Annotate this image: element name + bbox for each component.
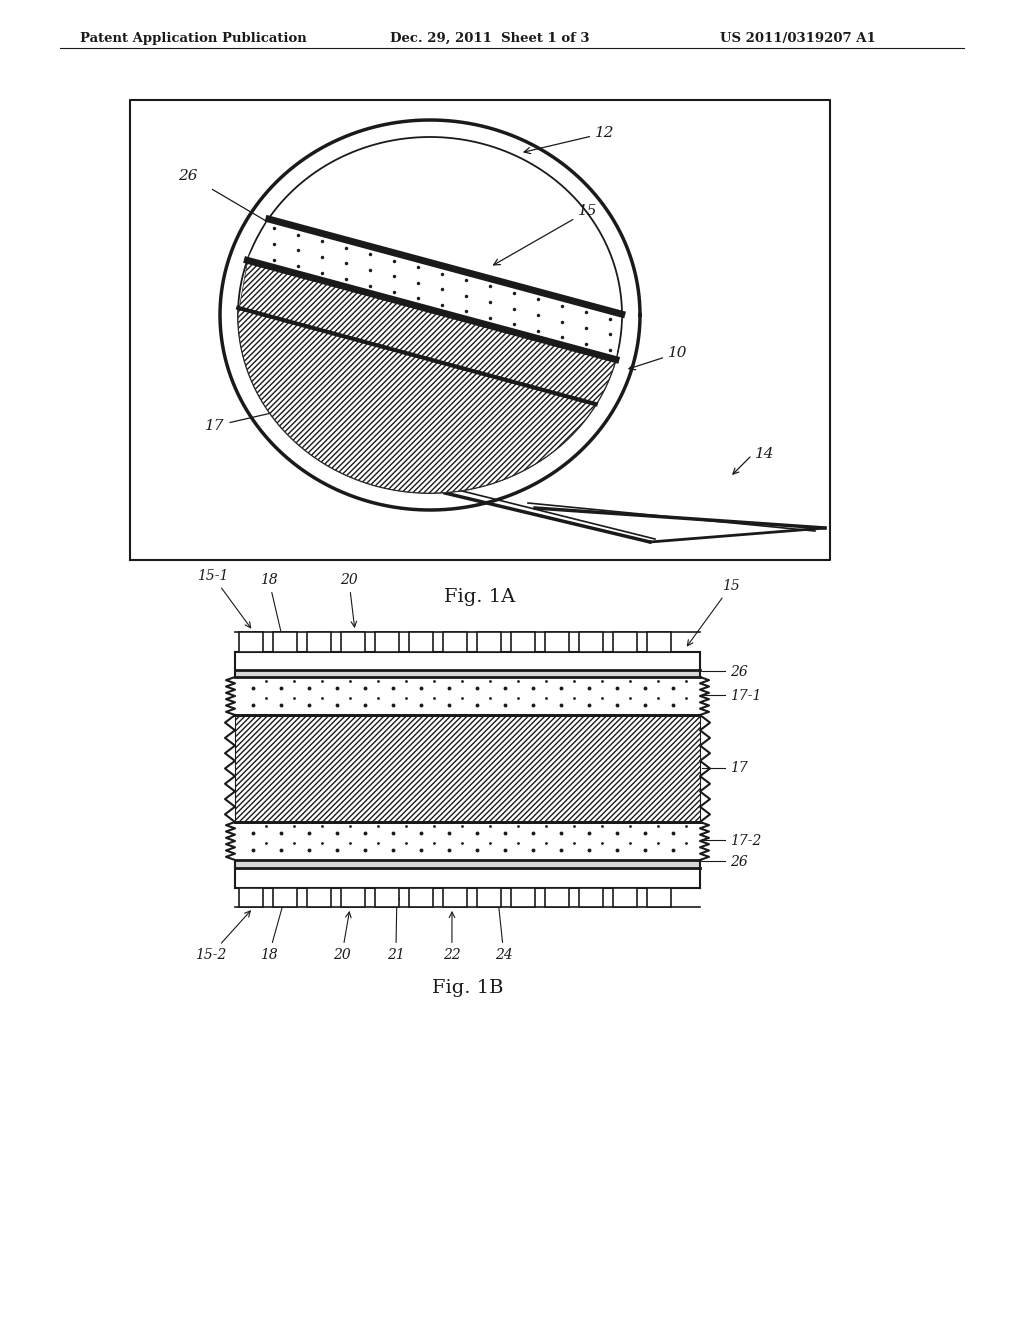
Text: 20: 20: [340, 573, 357, 627]
Polygon shape: [443, 632, 467, 652]
Polygon shape: [234, 677, 700, 715]
Polygon shape: [234, 822, 700, 861]
Text: 15-1: 15-1: [197, 569, 251, 628]
Polygon shape: [375, 632, 399, 652]
Text: 10: 10: [629, 346, 687, 370]
Text: 14: 14: [755, 447, 774, 461]
Polygon shape: [647, 888, 671, 907]
Polygon shape: [477, 888, 501, 907]
Text: 26: 26: [730, 664, 748, 678]
Polygon shape: [443, 888, 467, 907]
Polygon shape: [579, 632, 603, 652]
Text: 15-2: 15-2: [195, 911, 250, 962]
Polygon shape: [307, 632, 331, 652]
Polygon shape: [613, 632, 637, 652]
Text: 12: 12: [524, 125, 614, 153]
Text: 17: 17: [730, 762, 748, 776]
Polygon shape: [341, 888, 365, 907]
Polygon shape: [307, 888, 331, 907]
Polygon shape: [409, 888, 433, 907]
Polygon shape: [234, 715, 700, 822]
Polygon shape: [375, 888, 399, 907]
Polygon shape: [238, 260, 615, 492]
Text: 22: 22: [443, 912, 461, 962]
Text: 24: 24: [495, 894, 513, 962]
Text: Fig. 1A: Fig. 1A: [444, 587, 516, 606]
Text: Dec. 29, 2011  Sheet 1 of 3: Dec. 29, 2011 Sheet 1 of 3: [390, 32, 590, 45]
Polygon shape: [234, 715, 700, 822]
Polygon shape: [477, 632, 501, 652]
Text: 21: 21: [387, 894, 404, 962]
Polygon shape: [248, 219, 622, 359]
Polygon shape: [234, 861, 700, 869]
Polygon shape: [579, 888, 603, 907]
Polygon shape: [545, 632, 569, 652]
Polygon shape: [273, 632, 297, 652]
Polygon shape: [341, 632, 365, 652]
Polygon shape: [613, 888, 637, 907]
Polygon shape: [234, 671, 700, 677]
Polygon shape: [234, 869, 700, 888]
Polygon shape: [511, 888, 535, 907]
Polygon shape: [511, 632, 535, 652]
Text: 18: 18: [260, 573, 286, 645]
Polygon shape: [647, 632, 671, 652]
Polygon shape: [239, 632, 263, 652]
Text: Patent Application Publication: Patent Application Publication: [80, 32, 307, 45]
Text: 26: 26: [730, 855, 748, 869]
Text: 17-2: 17-2: [730, 834, 762, 847]
Polygon shape: [409, 632, 433, 652]
Polygon shape: [273, 888, 297, 907]
Text: US 2011/0319207 A1: US 2011/0319207 A1: [720, 32, 876, 45]
Polygon shape: [545, 888, 569, 907]
Text: 20: 20: [333, 912, 351, 962]
Polygon shape: [445, 492, 825, 543]
Polygon shape: [220, 120, 640, 510]
Text: 26: 26: [178, 169, 198, 183]
Text: 15: 15: [494, 205, 597, 265]
Text: 17: 17: [205, 395, 346, 433]
Polygon shape: [239, 888, 263, 907]
Polygon shape: [234, 652, 700, 671]
Text: Fig. 1B: Fig. 1B: [432, 979, 503, 997]
Text: 18: 18: [260, 894, 287, 962]
Text: 17-1: 17-1: [730, 689, 762, 704]
Text: 15: 15: [687, 579, 739, 645]
